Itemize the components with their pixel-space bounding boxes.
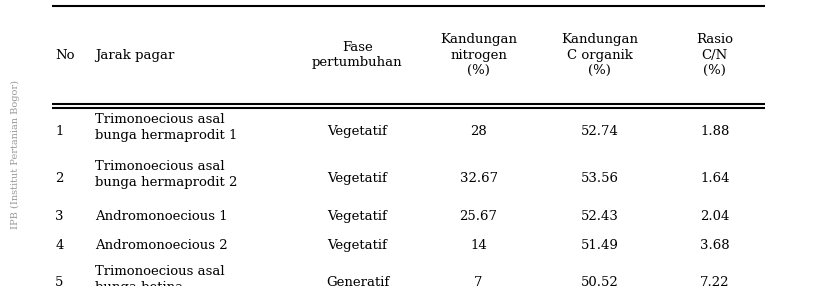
Text: 53.56: 53.56 [581,172,619,185]
Text: Rasio
C/N
(%): Rasio C/N (%) [696,33,733,77]
Text: 1.88: 1.88 [700,125,730,138]
Text: 28: 28 [470,125,487,138]
Text: Vegetatif: Vegetatif [328,172,387,185]
Text: 5: 5 [55,277,64,286]
Text: 7.22: 7.22 [700,277,730,286]
Text: Jarak pagar: Jarak pagar [95,49,175,61]
Text: 52.74: 52.74 [581,125,619,138]
Text: 14: 14 [470,239,487,252]
Text: Vegetatif: Vegetatif [328,239,387,252]
Text: Trimonoecious asal
bunga betina: Trimonoecious asal bunga betina [95,265,225,286]
Text: 51.49: 51.49 [581,239,619,252]
Text: 2: 2 [55,172,64,185]
Text: Kandungan
C organik
(%): Kandungan C organik (%) [561,33,639,77]
Text: 3: 3 [55,210,64,223]
Text: 50.52: 50.52 [581,277,619,286]
Text: 4: 4 [55,239,64,252]
Text: Trimonoecious asal
bunga hermaprodit 2: Trimonoecious asal bunga hermaprodit 2 [95,160,237,189]
Text: 32.67: 32.67 [460,172,497,185]
Text: Andromonoecious 2: Andromonoecious 2 [95,239,228,252]
Text: 7: 7 [474,277,483,286]
Text: Vegetatif: Vegetatif [328,210,387,223]
Text: 52.43: 52.43 [581,210,619,223]
Text: Trimonoecious asal
bunga hermaprodit 1: Trimonoecious asal bunga hermaprodit 1 [95,113,237,142]
Text: No: No [55,49,74,61]
Text: Vegetatif: Vegetatif [328,125,387,138]
Text: Andromonoecious 1: Andromonoecious 1 [95,210,228,223]
Text: 2.04: 2.04 [700,210,730,223]
Text: Fase
pertumbuhan: Fase pertumbuhan [312,41,403,69]
Text: 1: 1 [55,125,64,138]
Text: 1.64: 1.64 [700,172,730,185]
Text: Generatif: Generatif [326,277,389,286]
Text: 25.67: 25.67 [460,210,497,223]
Text: IPB (Institut Pertanian Bogor): IPB (Institut Pertanian Bogor) [11,80,19,229]
Text: Kandungan
nitrogen
(%): Kandungan nitrogen (%) [440,33,517,77]
Text: 3.68: 3.68 [700,239,730,252]
